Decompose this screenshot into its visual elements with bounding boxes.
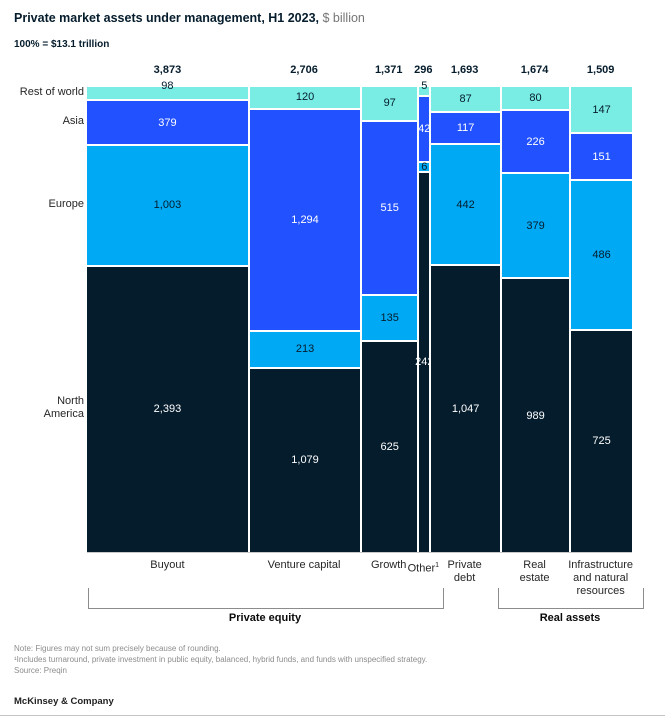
column-total: 2,706 [290, 64, 318, 76]
segment-value-label: 379 [158, 116, 177, 129]
segment-value-label: 97 [383, 97, 396, 110]
mekko-segment: 120 [249, 87, 361, 108]
segment-value-label: 80 [529, 92, 542, 105]
footnote-1: ¹Includes turnaround, private investment… [14, 655, 428, 664]
mekko-column: 120 1,294 213 1,079 [247, 87, 361, 552]
mekko-plot: 98 379 1,003 2,393 120 1,294 213 1,079 97 515 135 6… [87, 80, 632, 553]
column-total: 296 [414, 64, 433, 76]
row-label: Rest of world [19, 86, 84, 99]
segment-value-label: 98 [161, 80, 174, 92]
column-total: 3,873 [153, 64, 182, 76]
mekko-segment: 1,047 [431, 264, 500, 552]
column-label: Buyout [150, 559, 185, 571]
segment-value-label: 147 [592, 103, 611, 116]
mekko-segment: 1,294 [249, 107, 361, 330]
segment-value-label: 379 [526, 219, 545, 232]
mekko-segment: 6 [419, 160, 430, 173]
mekko-segment: 725 [571, 328, 632, 552]
column-label: Private debt [447, 559, 482, 584]
row-label: North America [43, 395, 84, 421]
mekko-segment: 135 [362, 294, 418, 341]
exhibit-subtitle: 100% = $13.1 trillion [14, 39, 110, 50]
mekko-segment: 5 [419, 80, 430, 95]
row-label: Europe [48, 197, 84, 210]
mekko-segment: 242 [415, 170, 433, 552]
mekko-segment: 117 [431, 110, 500, 144]
segment-value-label: 135 [380, 312, 399, 325]
segment-value-label: 1,047 [451, 403, 480, 416]
segment-value-label: 242 [415, 356, 434, 369]
mekko-column: 147 151 486 725 [569, 87, 632, 552]
bottom-divider [0, 715, 665, 716]
mekko-column: 97 515 135 625 [360, 87, 418, 552]
segment-value-label: 120 [295, 91, 315, 104]
mekko-column: 87 117 442 1,047 [429, 87, 500, 552]
segment-value-label: 6 [421, 160, 428, 173]
segment-value-label: 5 [421, 80, 428, 92]
mekko-segment: 151 [571, 132, 632, 179]
column-label: Real estate [519, 559, 550, 584]
footnote-source: Source: Preqin [14, 666, 67, 675]
column-label: Growth [370, 559, 407, 571]
segment-value-label: 226 [526, 135, 545, 148]
segment-value-label: 151 [592, 150, 611, 163]
mekko-segment: 1,079 [249, 366, 361, 552]
segment-value-label: 1,079 [291, 454, 319, 467]
mekko-column: 80 226 379 989 [499, 87, 570, 552]
column-total: 1,693 [450, 64, 479, 76]
mekko-segment: 97 [362, 87, 418, 120]
segment-value-label: 725 [592, 435, 611, 448]
segment-value-label: 625 [380, 441, 399, 454]
bracket-real-assets [498, 588, 644, 609]
mekko-segment: 1,003 [87, 144, 248, 265]
segment-value-label: 515 [380, 202, 399, 215]
title-unit: $ billion [319, 11, 365, 25]
mekko-segment: 147 [571, 87, 632, 133]
mekko-segment: 486 [571, 178, 632, 329]
mekko-segment: 989 [501, 277, 570, 552]
mekko-segment: 213 [249, 329, 361, 367]
segment-value-label: 117 [456, 121, 475, 134]
segment-value-label: 42 [418, 122, 431, 135]
mekko-segment: 442 [431, 143, 500, 265]
footnote-note: Note: Figures may not sum precisely beca… [14, 644, 221, 653]
column-total: 1,371 [374, 64, 403, 76]
bracket-label-private-equity: Private equity [228, 612, 302, 624]
row-label: Asia [62, 115, 84, 128]
mekko-column: 5 42 6 242 [415, 80, 433, 552]
segment-value-label: 213 [295, 343, 315, 356]
mekko-segment: 80 [501, 87, 570, 110]
mekko-segment: 98 [87, 80, 248, 99]
column-total: 1,509 [586, 64, 615, 76]
segment-value-label: 2,393 [153, 403, 182, 416]
exhibit-title: Private market assets under management, … [14, 11, 365, 25]
mekko-column: 98 379 1,003 2,393 [87, 80, 248, 552]
column-total: 1,674 [520, 64, 549, 76]
segment-value-label: 1,294 [291, 213, 319, 226]
segment-value-label: 87 [459, 92, 472, 105]
segment-value-label: 486 [592, 248, 611, 261]
mekko-segment: 379 [501, 171, 570, 278]
mekko-segment: 2,393 [87, 264, 248, 552]
mekko-segment: 379 [87, 98, 248, 145]
footnotes: Note: Figures may not sum precisely beca… [14, 643, 427, 676]
mekko-segment: 625 [362, 340, 418, 552]
title-main: Private market assets under management, … [14, 11, 320, 25]
segment-value-label: 1,003 [153, 199, 182, 212]
mekko-segment: 42 [418, 94, 431, 162]
bracket-private-equity [88, 588, 444, 609]
column-label: Venture capital [267, 559, 341, 571]
mekko-segment: 226 [501, 109, 570, 172]
mekko-segment: 515 [362, 119, 418, 295]
segment-value-label: 989 [526, 409, 545, 422]
bracket-label-real-assets: Real assets [539, 612, 601, 624]
brand-mckinsey: McKinsey & Company [14, 696, 114, 707]
mekko-segment: 87 [431, 87, 500, 111]
column-label: Infrastructure and natural resources [568, 559, 634, 597]
column-label: Other1 [407, 562, 440, 575]
segment-value-label: 442 [456, 198, 475, 211]
